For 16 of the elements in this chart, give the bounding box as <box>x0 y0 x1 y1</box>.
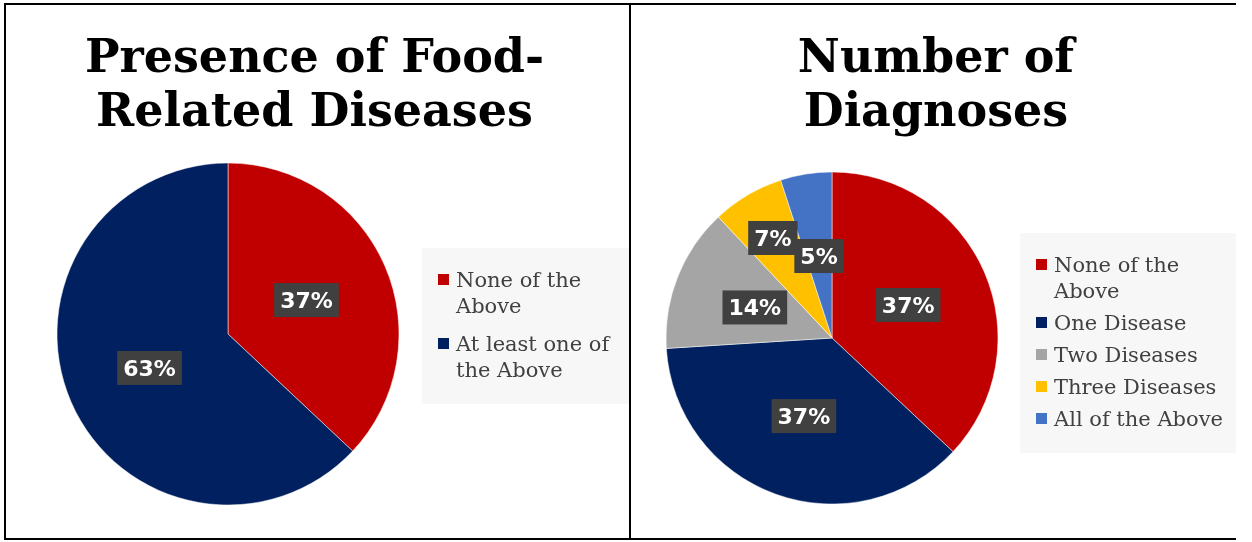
legend-label: One Disease <box>1054 311 1187 335</box>
legend-label: None of the Above <box>1053 253 1180 303</box>
data-label: 14% <box>728 295 782 321</box>
data-label: 7% <box>754 225 792 251</box>
legend-label: None of the Above <box>455 268 582 318</box>
data-label: 37% <box>881 293 935 319</box>
chart-title: Number of Diagnoses <box>797 29 1078 137</box>
data-label: 37% <box>280 288 333 314</box>
data-label: 37% <box>777 404 831 430</box>
legend-label: All of the Above <box>1053 407 1223 431</box>
data-label: 63% <box>123 355 176 381</box>
chart-title: Presence of Food-Related Diseases <box>84 29 545 137</box>
legend-label: Two Diseases <box>1054 343 1198 367</box>
data-label: 5% <box>800 244 838 270</box>
legend-label: At least one of the Above <box>455 332 612 382</box>
legend-label: Three Diseases <box>1054 375 1217 399</box>
